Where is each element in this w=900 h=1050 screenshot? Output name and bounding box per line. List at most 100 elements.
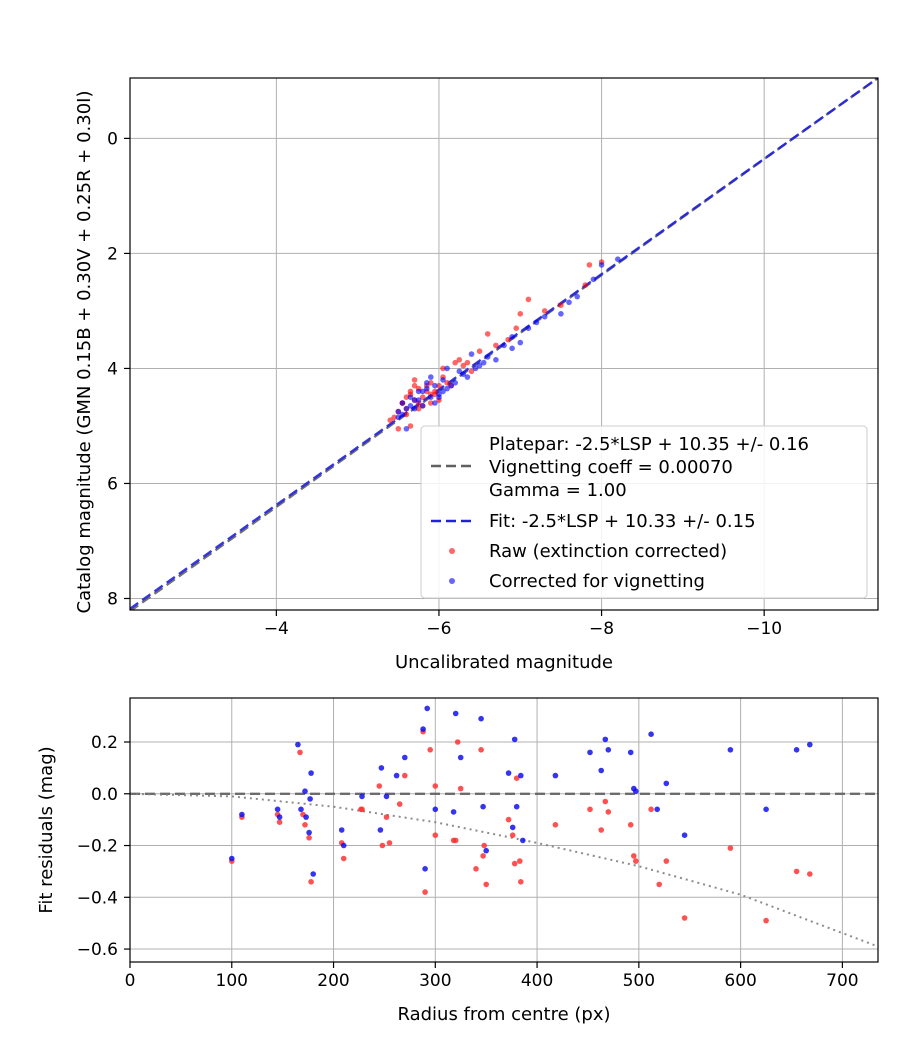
raw-point <box>440 365 446 372</box>
corrected-point <box>424 705 431 712</box>
raw-point <box>387 417 394 424</box>
corrected-point <box>509 345 515 352</box>
raw-point <box>586 262 593 268</box>
corrected-point <box>428 394 434 401</box>
raw-point <box>276 819 283 825</box>
y-tick-label: −0.4 <box>77 888 118 908</box>
corrected-point <box>468 351 475 357</box>
raw-point <box>473 866 479 872</box>
raw-point <box>481 842 488 849</box>
corrected-point <box>338 827 345 833</box>
raw-point <box>456 357 463 363</box>
corrected-point <box>509 334 515 340</box>
corrected-point <box>793 747 800 753</box>
corrected-point <box>436 394 442 401</box>
raw-point <box>633 858 639 864</box>
corrected-point <box>407 394 414 401</box>
legend: Platepar: -2.5*LSP + 10.35 +/- 0.16Vigne… <box>420 425 868 599</box>
corrected-point <box>276 814 283 820</box>
raw-point <box>422 889 428 895</box>
corrected-point <box>420 726 426 732</box>
corrected-point <box>605 747 612 753</box>
raw-point <box>452 359 459 366</box>
raw-point <box>419 394 426 401</box>
raw-point <box>415 405 422 412</box>
corrected-point <box>520 837 526 844</box>
corrected-point <box>602 736 609 743</box>
raw-point <box>518 879 524 885</box>
y-axis-label: Catalog magnitude (GMN 0.15B + 0.30V + 0… <box>74 90 95 613</box>
raw-point <box>457 785 464 792</box>
raw-point <box>428 400 434 406</box>
raw-point <box>517 311 524 317</box>
x-axis-label: Radius from centre (px) <box>397 1004 610 1025</box>
axes-frame <box>129 77 879 611</box>
raw-point <box>663 858 670 864</box>
corrected-point <box>541 313 548 320</box>
corrected-point <box>480 359 487 366</box>
corrected-point <box>558 311 564 317</box>
corrected-point <box>654 806 660 813</box>
magnitude-chart: −4 −6 −8 −10 0 2 4 6 8 Uncalibrated magnitude Cata… <box>74 77 879 673</box>
corrected-point <box>407 403 414 409</box>
raw-point <box>681 915 688 921</box>
x-axis-label: Uncalibrated magnitude <box>395 652 613 673</box>
raw-point <box>558 302 564 309</box>
legend-corrected-marker <box>449 578 455 584</box>
x-tick-label: 0 <box>125 971 136 991</box>
corrected-point <box>383 793 390 800</box>
raw-point <box>436 382 442 389</box>
corrected-point <box>403 405 410 412</box>
raw-point <box>396 801 403 807</box>
corrected-point <box>513 803 520 810</box>
corrected-point <box>518 772 524 779</box>
raw-point <box>627 822 634 828</box>
corrected-point <box>402 754 408 761</box>
corrected-point <box>763 806 769 813</box>
raw-point <box>308 879 314 885</box>
corrected-point <box>306 829 312 836</box>
raw-point <box>541 308 548 314</box>
corrected-point <box>393 772 400 779</box>
corrected-point <box>590 276 597 283</box>
x-tick-label: 200 <box>317 971 349 991</box>
corrected-point <box>307 796 313 802</box>
x-tick-label: 100 <box>216 971 248 991</box>
raw-point <box>411 382 418 389</box>
corrected-point <box>627 749 634 756</box>
corrected-point <box>807 741 813 748</box>
corrected-point <box>478 715 484 722</box>
corrected-point <box>415 397 422 403</box>
corrected-point <box>587 749 593 756</box>
corrected-point <box>432 382 438 389</box>
x-tick-label: 600 <box>724 971 756 991</box>
corrected-point <box>432 806 439 813</box>
raw-point <box>407 423 414 429</box>
raw-point <box>379 842 386 849</box>
raw-point <box>478 747 484 753</box>
corrected-point <box>525 325 532 332</box>
corrected-point <box>566 299 572 306</box>
corrected-point <box>517 339 524 346</box>
raw-point <box>359 806 365 813</box>
corrected-point <box>424 385 430 392</box>
y-tick-label: 0.2 <box>91 733 118 753</box>
corrected-point <box>484 354 491 360</box>
corrected-point <box>727 747 734 753</box>
corrected-point <box>511 736 518 743</box>
x-tick-label: 300 <box>419 971 451 991</box>
corrected-point <box>456 368 463 375</box>
raw-point <box>631 853 637 859</box>
corrected-point <box>428 374 434 380</box>
raw-point <box>297 749 303 756</box>
y-tick-label: −0.6 <box>77 940 118 960</box>
corrected-point <box>419 388 426 395</box>
corrected-point <box>440 377 446 383</box>
corrected-point <box>432 400 438 406</box>
raw-point <box>513 325 519 332</box>
corrected-point <box>295 741 301 748</box>
corrected-point <box>308 770 314 776</box>
y-tick-label: 2 <box>107 244 118 264</box>
raw-point <box>376 783 383 789</box>
